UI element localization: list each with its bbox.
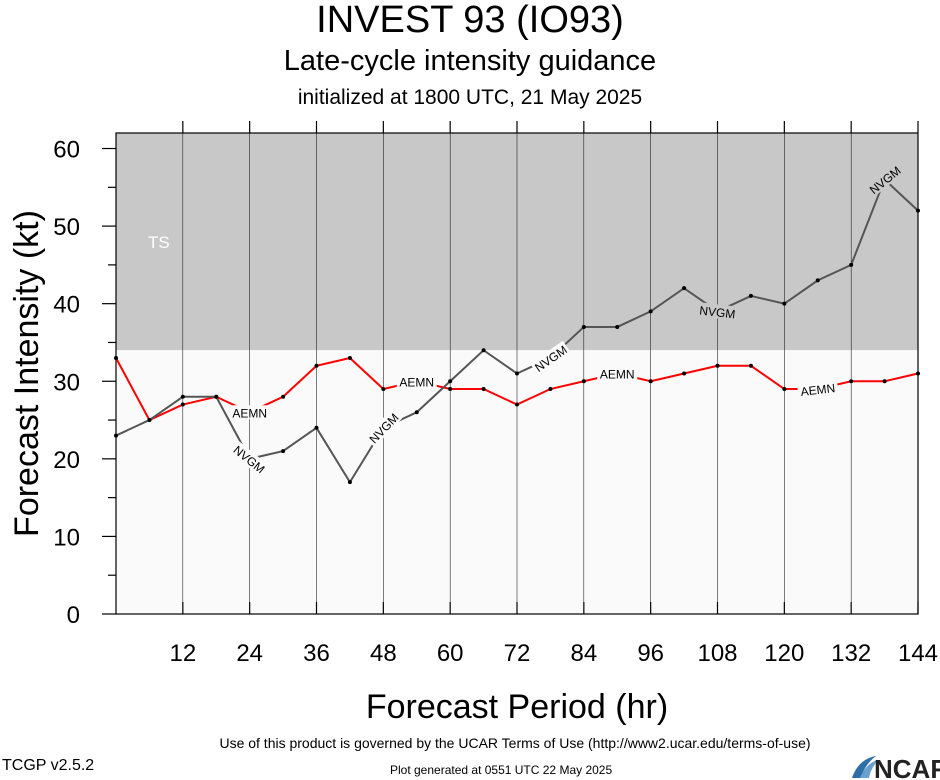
data-point-nvgm <box>782 301 787 306</box>
data-point-aemn <box>682 371 687 376</box>
x-tick-label: 108 <box>697 640 737 667</box>
data-point-nvgm <box>448 379 453 384</box>
version-label: TCGP v2.5.2 <box>2 757 95 774</box>
data-point-aemn <box>782 387 787 392</box>
terms-of-use-text: Use of this product is governed by the U… <box>219 735 811 751</box>
data-point-nvgm <box>481 348 486 353</box>
x-tick-label: 60 <box>437 640 464 667</box>
data-point-aemn <box>347 355 352 360</box>
data-point-nvgm <box>916 208 920 213</box>
y-tick-label: 50 <box>53 214 80 241</box>
x-tick-label: 120 <box>764 640 804 667</box>
x-tick-label: 96 <box>637 640 664 667</box>
data-point-nvgm <box>147 418 152 423</box>
x-axis-label: Forecast Period (hr) <box>366 688 668 726</box>
data-point-nvgm <box>180 394 185 399</box>
label-background <box>797 379 839 399</box>
y-tick-label: 0 <box>67 602 80 629</box>
label-background <box>864 161 905 198</box>
series-label-text: AEMN <box>399 375 434 389</box>
label-background <box>396 374 437 389</box>
label-background <box>364 408 403 448</box>
x-tick-label: 12 <box>169 640 196 667</box>
data-point-aemn <box>581 379 586 384</box>
x-tick-label: 84 <box>570 640 597 667</box>
x-tick-label: 48 <box>370 640 397 667</box>
data-point-aemn <box>748 363 753 368</box>
data-point-nvgm <box>414 410 419 415</box>
x-tick-label: 24 <box>236 640 263 667</box>
ncar-logo: NCAR <box>852 754 940 780</box>
series-inline-label-aemn: AEMN <box>396 374 437 389</box>
data-point-nvgm <box>682 286 687 291</box>
series-label-text: AEMN <box>600 368 635 382</box>
label-background <box>530 340 571 376</box>
series-inline-label-aemn: AEMN <box>597 366 638 382</box>
y-tick-label: 10 <box>53 524 80 551</box>
initialization-time: initialized at 1800 UTC, 21 May 2025 <box>297 86 643 109</box>
data-point-aemn <box>381 387 386 392</box>
intensity-chart: TS 12 24 36 48 60 72 84 96 108 120 132 144 0 10 20 30 40 5… <box>8 121 938 726</box>
y-tick-label: 40 <box>53 292 80 319</box>
x-tick-label: 36 <box>303 640 330 667</box>
data-point-nvgm <box>281 449 286 454</box>
series-inline-label-aemn: AEMN <box>229 405 270 420</box>
chart-subtitle: Late-cycle intensity guidance <box>283 45 657 77</box>
generated-time: Plot generated at 0551 UTC 22 May 2025 <box>390 763 613 777</box>
data-point-nvgm <box>314 425 319 430</box>
series-inline-label-nvgm: NVGM <box>696 302 739 321</box>
y-axis-label: Forecast Intensity (kt) <box>8 210 46 537</box>
label-background <box>229 405 270 420</box>
data-point-nvgm <box>581 324 586 329</box>
y-tick-label: 30 <box>53 369 80 396</box>
label-background <box>696 302 739 321</box>
ncar-logo-text: NCAR <box>874 754 940 780</box>
data-point-aemn <box>849 379 854 384</box>
data-point-nvgm <box>849 262 854 267</box>
data-point-nvgm <box>114 433 118 438</box>
x-tick-label: 72 <box>504 640 531 667</box>
data-point-nvgm <box>615 324 620 329</box>
series-label-text: NVGM <box>699 303 736 321</box>
series-inline-label-aemn: AEMN <box>797 379 839 399</box>
series-label-text: AEMN <box>800 381 836 399</box>
data-point-nvgm <box>815 278 820 283</box>
data-point-aemn <box>916 371 920 376</box>
data-point-aemn <box>882 379 887 384</box>
y-tick-label: 20 <box>53 447 80 474</box>
data-point-aemn <box>281 394 286 399</box>
data-point-nvgm <box>214 394 219 399</box>
data-point-aemn <box>114 355 118 360</box>
data-point-aemn <box>314 363 319 368</box>
data-point-nvgm <box>347 480 352 485</box>
data-point-aemn <box>648 379 653 384</box>
data-point-aemn <box>448 387 453 392</box>
data-point-aemn <box>548 387 553 392</box>
series-label-text: AEMN <box>232 406 267 420</box>
data-point-aemn <box>715 363 720 368</box>
band-label: TS <box>148 233 170 252</box>
data-point-aemn <box>515 402 519 407</box>
label-background <box>597 366 638 381</box>
data-point-nvgm <box>515 371 519 376</box>
x-tick-label: 132 <box>831 640 871 667</box>
data-point-nvgm <box>648 309 653 314</box>
data-point-nvgm <box>748 293 753 298</box>
x-tick-label: 144 <box>898 640 938 667</box>
data-point-aemn <box>481 387 486 392</box>
y-tick-label: 60 <box>53 137 80 164</box>
label-background <box>229 440 270 477</box>
data-point-aemn <box>180 402 185 407</box>
chart-title: INVEST 93 (IO93) <box>316 0 624 41</box>
